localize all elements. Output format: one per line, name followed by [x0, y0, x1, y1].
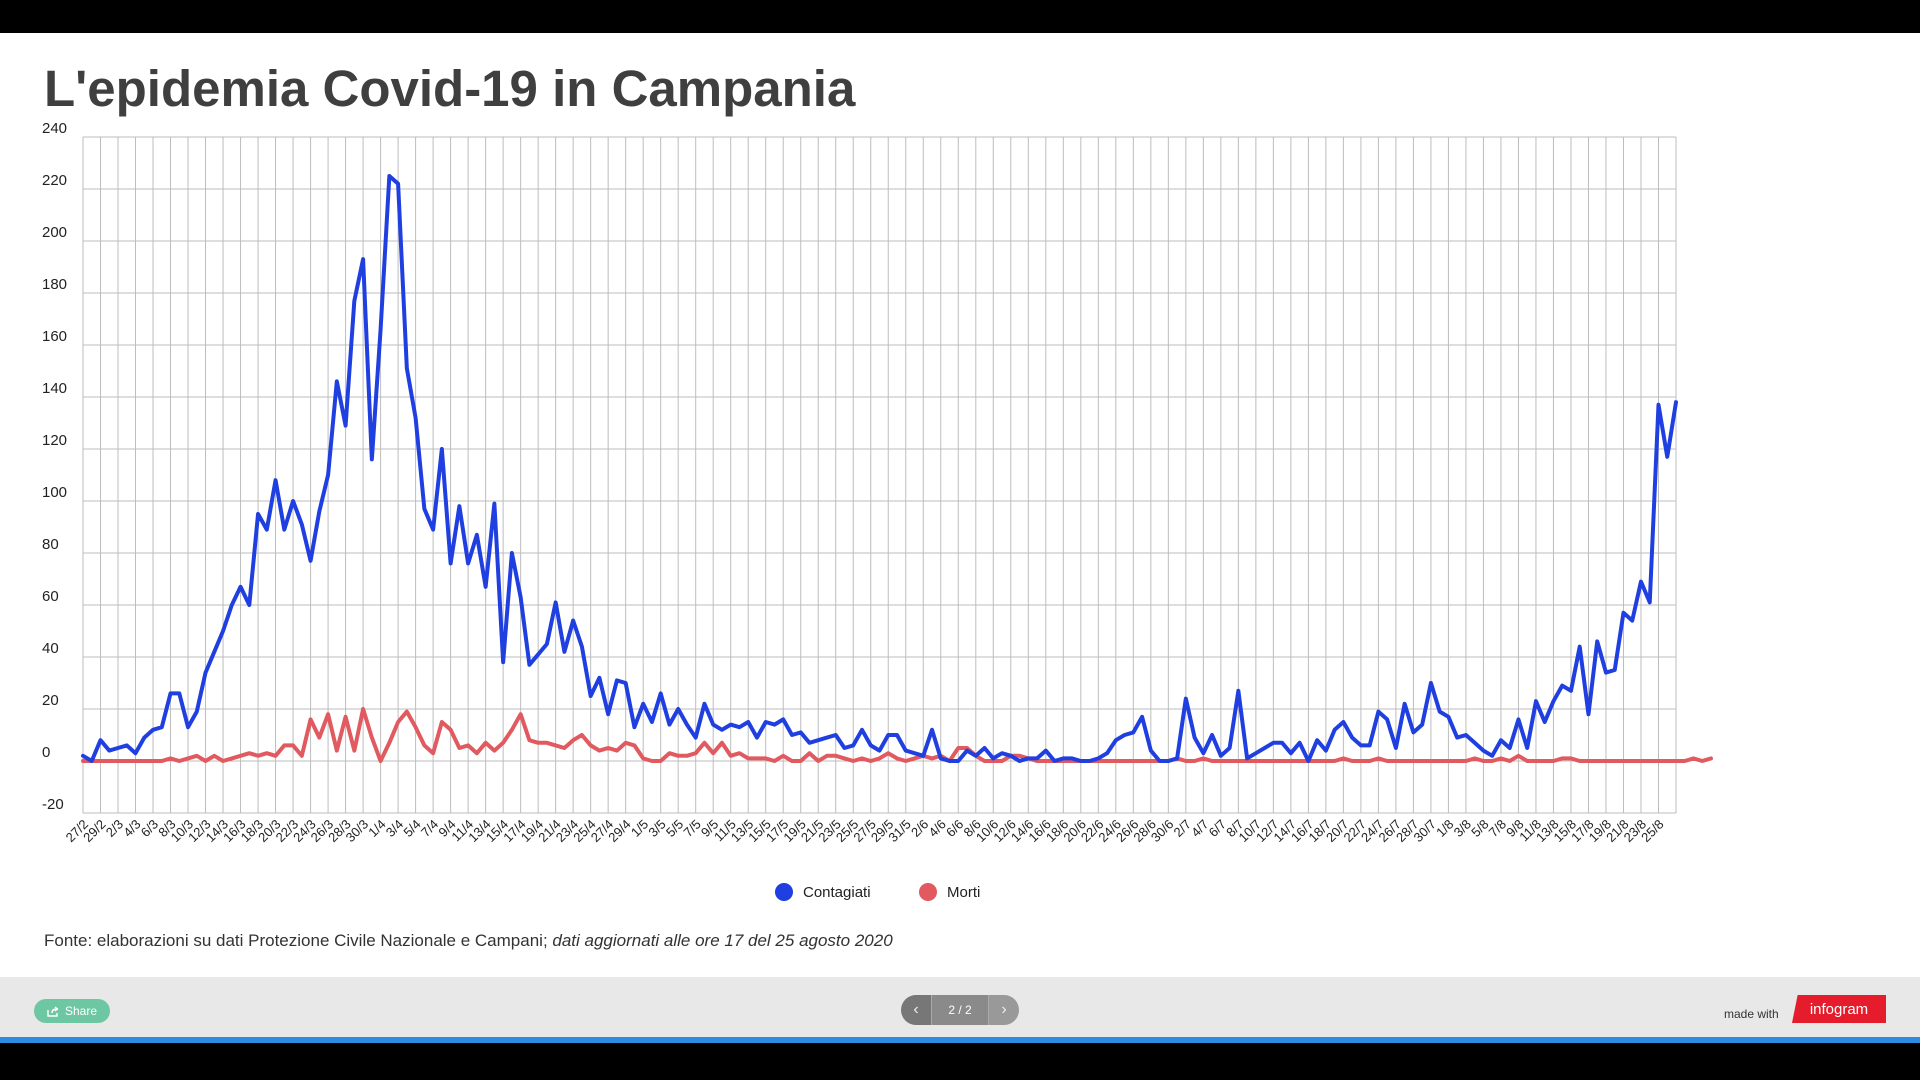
- y-tick-label: 240: [42, 120, 67, 137]
- infogram-frame: L'epidemia Covid-19 in Campania -20 0 20 40…: [0, 33, 1920, 1043]
- page-indicator: 2 / 2: [931, 995, 989, 1025]
- source-date-text: dati aggiornati alle ore 17 del 25 agost…: [552, 931, 893, 950]
- legend-label-contagiati[interactable]: Contagiati: [803, 884, 871, 901]
- share-icon: [47, 1005, 59, 1017]
- source-note: Fonte: elaborazioni su dati Protezione C…: [44, 931, 893, 951]
- y-tick-label: 120: [42, 432, 67, 449]
- y-tick-label: 80: [42, 536, 59, 553]
- share-label: Share: [64, 1004, 98, 1018]
- y-tick-label: 100: [42, 484, 67, 501]
- next-page-button[interactable]: ›: [989, 995, 1019, 1025]
- legend-marker-contagiati: [775, 883, 793, 901]
- chevron-left-icon: ‹: [913, 1001, 919, 1018]
- legend-label-morti[interactable]: Morti: [947, 884, 980, 901]
- source-text: Fonte: elaborazioni su dati Protezione C…: [44, 931, 553, 950]
- series-line-contagiati: [81, 174, 1678, 763]
- pagination: ‹ 2 / 2 ›: [901, 995, 1019, 1025]
- y-tick-label: 160: [42, 328, 67, 345]
- y-tick-label: 40: [42, 640, 59, 657]
- series-line-morti: [81, 707, 1714, 763]
- legend-marker-morti: [919, 883, 937, 901]
- y-tick-label: 220: [42, 172, 67, 189]
- y-tick-label: -20: [42, 796, 64, 813]
- share-button[interactable]: Share: [34, 999, 110, 1023]
- chevron-right-icon: ›: [1001, 1001, 1007, 1018]
- prev-page-button[interactable]: ‹: [901, 995, 931, 1025]
- y-tick-label: 140: [42, 380, 67, 397]
- infogram-logo[interactable]: infogram: [1792, 995, 1886, 1023]
- footer-bar: Share ‹ 2 / 2 › made with infogram: [0, 977, 1920, 1037]
- chart-title: L'epidemia Covid-19 in Campania: [44, 60, 856, 117]
- made-with-label: made with: [1724, 1007, 1779, 1021]
- y-tick-label: 20: [42, 692, 59, 709]
- y-tick-label: 200: [42, 224, 67, 241]
- y-tick-label: 0: [42, 744, 50, 761]
- y-tick-label: 60: [42, 588, 59, 605]
- footer-accent-line: [0, 1037, 1920, 1043]
- y-tick-label: 180: [42, 276, 67, 293]
